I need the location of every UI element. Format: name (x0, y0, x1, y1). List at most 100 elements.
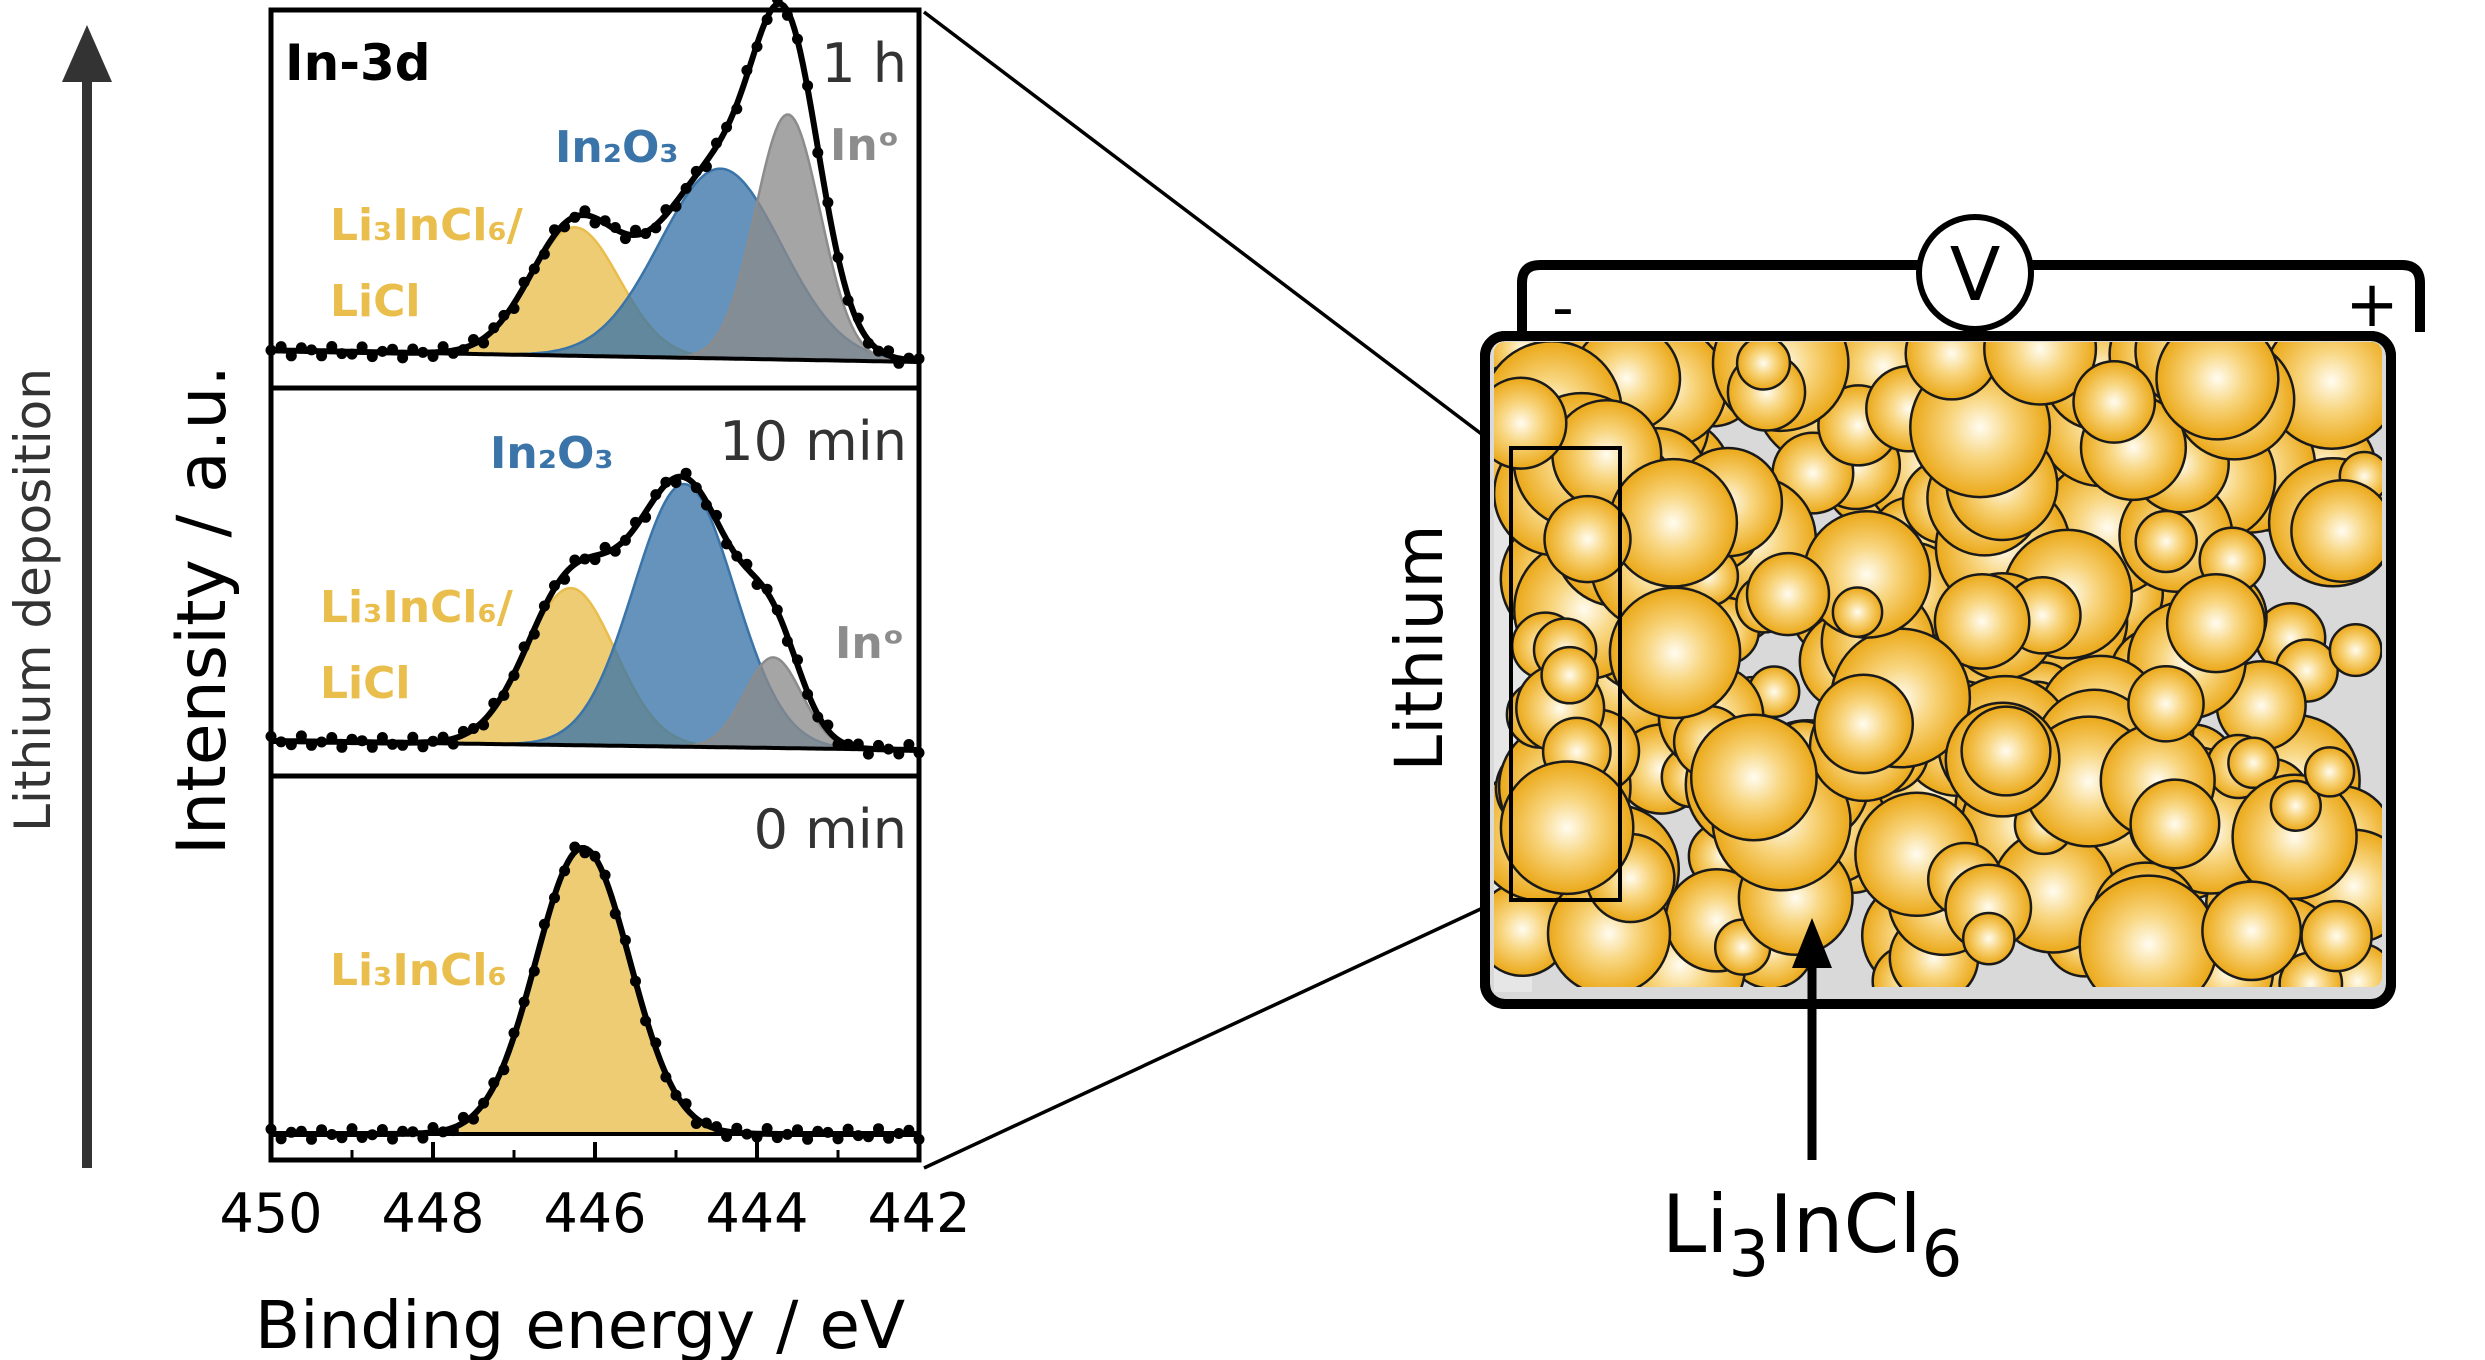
component-label-1-1: In₂O₃ (490, 428, 614, 479)
data-point (437, 1126, 449, 1138)
data-point (680, 182, 692, 194)
data-point (660, 476, 672, 488)
data-point (903, 352, 915, 364)
data-point (822, 1126, 834, 1138)
battery-cell: V - + Lithium (1381, 214, 2425, 1009)
cell-case-outline (1480, 331, 2396, 1009)
data-point (903, 739, 915, 750)
data-point (468, 334, 479, 345)
data-point (599, 869, 611, 881)
data-point (792, 33, 803, 45)
particle (1813, 673, 1915, 775)
data-point (457, 344, 469, 356)
data-point (670, 1089, 682, 1101)
data-point (812, 1125, 824, 1137)
minus-terminal-label: - (1552, 273, 1574, 343)
component-label-1-0: Li₃InCl₆/ (320, 582, 514, 633)
data-point (751, 41, 763, 53)
data-point (285, 350, 297, 362)
data-point (447, 1125, 459, 1137)
data-point (407, 343, 419, 355)
data-point (275, 1133, 287, 1145)
data-point (427, 1122, 439, 1133)
data-point (619, 534, 631, 546)
data-point (417, 741, 429, 753)
data-point (366, 351, 378, 363)
data-point (832, 251, 844, 263)
data-point (609, 222, 621, 233)
data-point (903, 1124, 915, 1136)
data-point (366, 1129, 378, 1141)
data-point (893, 1128, 905, 1139)
li3incl6-particles (1494, 342, 2382, 987)
data-point (792, 1124, 803, 1136)
data-point (549, 892, 560, 904)
data-point (852, 738, 864, 750)
particle (1499, 760, 1635, 896)
data-point (376, 732, 388, 743)
particle (2127, 664, 2205, 743)
data-point (528, 263, 540, 275)
data-point (700, 499, 712, 511)
data-point (306, 344, 317, 356)
y-axis-label: Intensity / a.u. (163, 365, 242, 855)
data-point (508, 303, 520, 314)
data-point (690, 165, 702, 177)
particle (2269, 779, 2322, 832)
data-point (569, 554, 581, 566)
data-point (326, 341, 338, 352)
particle (1933, 572, 2031, 670)
data-point (781, 9, 793, 21)
particle (1494, 376, 1568, 470)
data-point (893, 357, 905, 369)
data-point (569, 841, 581, 853)
data-point (680, 467, 692, 479)
particle (2165, 573, 2267, 674)
data-point (376, 1124, 388, 1135)
data-point (873, 1123, 884, 1135)
data-point (427, 735, 439, 747)
data-point (356, 735, 368, 747)
component-label-0-2: Inᵒ (830, 120, 899, 171)
component-label-0-0: Li₃InCl₆/ (330, 200, 524, 251)
data-point (700, 1117, 712, 1129)
data-point (316, 1124, 328, 1136)
data-point (630, 975, 641, 987)
data-point (761, 1123, 773, 1134)
data-point (316, 350, 328, 362)
data-point (468, 1113, 479, 1125)
plus-terminal-label: + (2345, 268, 2399, 342)
x-axis: 450 448 446 444 442 (219, 1142, 971, 1245)
lithium-deposition-label: Lithium deposition (4, 368, 62, 832)
x-tick-label: 444 (705, 1182, 808, 1245)
data-point (437, 731, 449, 743)
data-point (488, 697, 500, 709)
particle (2300, 899, 2373, 973)
data-point (447, 347, 459, 359)
data-point (680, 1098, 692, 1110)
data-point (488, 1077, 500, 1089)
voltmeter-circle (1916, 214, 2034, 332)
data-point (711, 137, 722, 149)
data-point (842, 738, 854, 750)
data-point (842, 1123, 854, 1135)
data-point (741, 1128, 753, 1140)
particle (1961, 911, 2016, 966)
panel-time-label-0: 1 h (821, 32, 907, 95)
panel-time-label-1: 10 min (719, 410, 907, 473)
data-point (478, 337, 490, 349)
data-point (538, 918, 550, 930)
data-point (842, 294, 854, 306)
data-point (741, 64, 753, 76)
data-point (397, 739, 409, 751)
particle (2227, 736, 2280, 790)
data-point (630, 516, 641, 528)
data-point (771, 1132, 783, 1144)
data-point (852, 312, 864, 324)
data-point (295, 342, 307, 354)
data-point (781, 635, 793, 647)
data-point (478, 1097, 490, 1109)
data-point (549, 580, 560, 592)
data-point (417, 1132, 429, 1144)
